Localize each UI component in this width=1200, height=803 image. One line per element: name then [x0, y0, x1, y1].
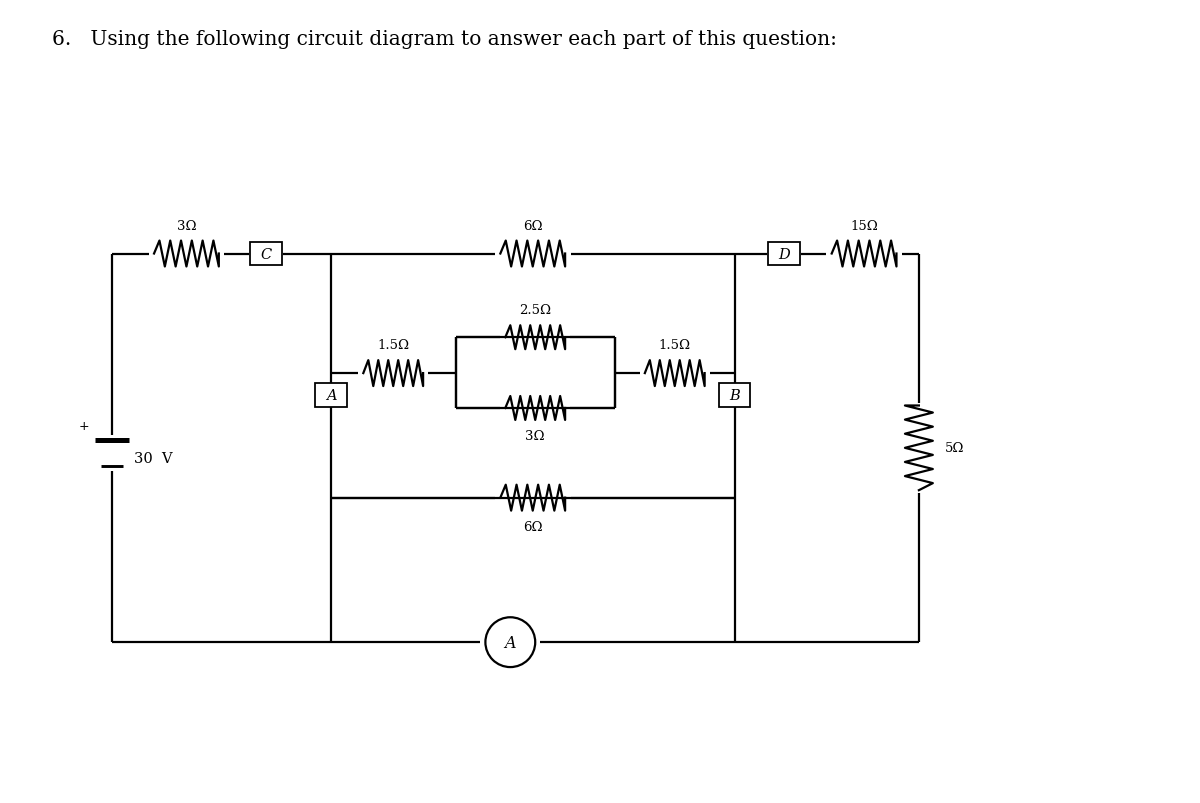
Text: A: A [325, 389, 336, 402]
Text: C: C [260, 247, 271, 261]
Text: 6Ω: 6Ω [523, 219, 542, 232]
Text: D: D [779, 247, 791, 261]
Text: 2.5Ω: 2.5Ω [520, 304, 551, 317]
Text: 6.   Using the following circuit diagram to answer each part of this question:: 6. Using the following circuit diagram t… [52, 31, 836, 49]
FancyBboxPatch shape [251, 243, 282, 266]
Text: B: B [730, 389, 740, 402]
Text: 1.5Ω: 1.5Ω [659, 339, 691, 352]
Text: 15Ω: 15Ω [851, 219, 878, 232]
FancyBboxPatch shape [314, 384, 347, 407]
Text: A: A [504, 634, 516, 651]
FancyBboxPatch shape [768, 243, 800, 266]
Text: 1.5Ω: 1.5Ω [377, 339, 409, 352]
Text: 3Ω: 3Ω [176, 219, 196, 232]
Text: 3Ω: 3Ω [526, 430, 545, 442]
Text: 30  V: 30 V [133, 451, 173, 465]
FancyBboxPatch shape [719, 384, 750, 407]
Text: 5Ω: 5Ω [944, 442, 964, 454]
Text: 6Ω: 6Ω [523, 520, 542, 533]
Text: +: + [78, 419, 89, 432]
